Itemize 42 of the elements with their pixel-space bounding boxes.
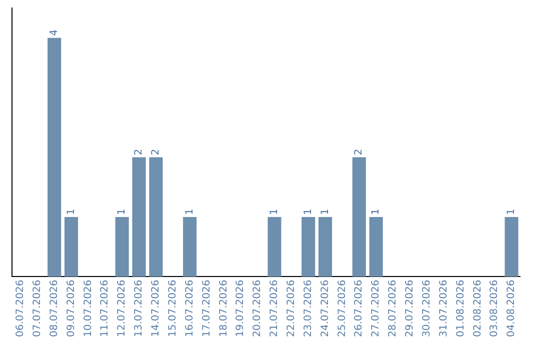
x-tick-label: 25.07.2026 — [336, 280, 348, 338]
x-tick-label: 11.07.2026 — [100, 280, 111, 338]
x-tick-label: 17.07.2026 — [201, 280, 212, 338]
x-tick-label: 16.07.2026 — [184, 280, 196, 338]
x-tick-label: 22.07.2026 — [286, 280, 297, 338]
data-label: 1 — [320, 208, 331, 216]
x-tick-label: 30.07.2026 — [421, 280, 432, 338]
data-label: 4 — [48, 29, 60, 36]
x-tick-label: 31.07.2026 — [438, 280, 450, 338]
x-tick-label: 06.07.2026 — [15, 280, 26, 338]
x-tick-label: 01.08.2026 — [455, 280, 466, 338]
data-label: 2 — [354, 148, 365, 156]
x-tick-label: 02.08.2026 — [472, 280, 484, 338]
x-tick-label: 19.07.2026 — [235, 280, 246, 338]
data-label: 2 — [150, 148, 162, 156]
x-tick-label: 23.07.2026 — [302, 280, 314, 338]
x-tick-label: 27.07.2026 — [370, 280, 382, 338]
data-label: 1 — [370, 208, 382, 216]
data-label: 1 — [269, 208, 280, 216]
x-tick-label: 29.07.2026 — [404, 280, 416, 338]
x-tick-label: 13.07.2026 — [134, 280, 145, 338]
x-tick-label: 09.07.2026 — [66, 280, 77, 338]
x-tick-label: 18.07.2026 — [218, 280, 230, 338]
x-tick-label: 28.07.2026 — [388, 280, 399, 338]
x-tick-label: 08.07.2026 — [48, 280, 60, 338]
x-tick-label: 21.07.2026 — [269, 280, 280, 338]
x-tick-label: 12.07.2026 — [116, 280, 128, 338]
data-label: 1 — [184, 208, 196, 216]
x-tick-label: 07.07.2026 — [32, 280, 43, 338]
x-tick-label: 26.07.2026 — [354, 280, 365, 338]
x-tick-label: 24.07.2026 — [320, 280, 331, 338]
x-tick-label: 15.07.2026 — [167, 280, 178, 338]
data-label: 1 — [302, 208, 314, 216]
data-label: 1 — [116, 208, 128, 216]
data-label: 2 — [134, 148, 145, 156]
x-tick-label: 20.07.2026 — [252, 280, 264, 338]
x-tick-label: 14.07.2026 — [150, 280, 162, 338]
x-tick-label: 03.08.2026 — [489, 280, 500, 338]
x-tick-label: 04.08.2026 — [506, 280, 518, 338]
data-label: 1 — [66, 208, 77, 216]
data-label: 1 — [506, 208, 518, 216]
x-tick-label: 10.07.2026 — [82, 280, 94, 338]
